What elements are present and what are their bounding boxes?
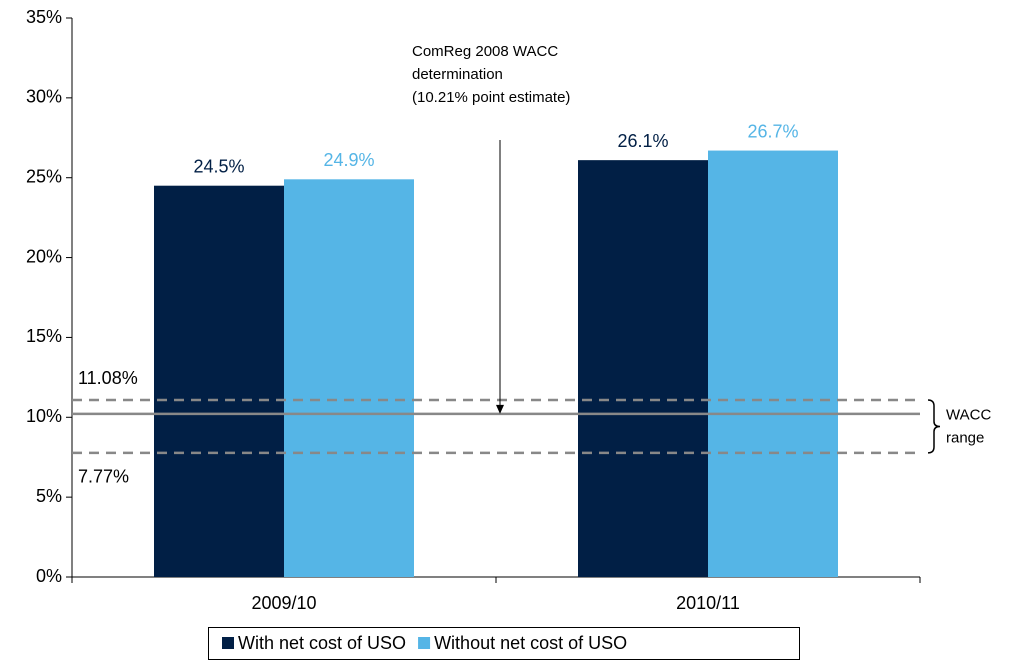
legend-label: Without net cost of USO	[434, 633, 627, 653]
bar	[578, 160, 708, 577]
x-tick-label: 2009/10	[251, 593, 316, 613]
annotation: ComReg 2008 WACC	[412, 43, 558, 60]
y-tick-label: 10%	[26, 406, 62, 426]
range-bracket	[927, 399, 941, 454]
y-tick-label: 25%	[26, 166, 62, 186]
annotation: determination	[412, 66, 503, 83]
y-tick-label: 20%	[26, 246, 62, 266]
reference-label: 7.77%	[78, 467, 129, 487]
arrow-head	[496, 404, 504, 414]
y-tick-label: 15%	[26, 326, 62, 346]
y-tick-label: 5%	[36, 486, 62, 506]
reference-label: 11.08%	[78, 368, 138, 388]
bar	[284, 179, 414, 577]
annotation: (10.21% point estimate)	[412, 89, 570, 106]
value-label: 24.5%	[193, 156, 244, 176]
y-tick-label: 35%	[26, 7, 62, 27]
legend-label: With net cost of USO	[238, 633, 406, 653]
value-label: 24.9%	[323, 150, 374, 170]
legend-swatch	[222, 637, 234, 649]
y-tick-label: 30%	[26, 87, 62, 107]
bar	[708, 150, 838, 577]
value-label: 26.1%	[617, 131, 668, 151]
range-label: range	[946, 429, 984, 446]
legend-swatch	[418, 637, 431, 649]
x-tick-label: 2010/11	[676, 593, 740, 613]
bar	[154, 185, 284, 577]
y-tick-label: 0%	[36, 566, 62, 586]
value-label: 26.7%	[747, 121, 798, 141]
range-label: WACC	[946, 406, 991, 423]
